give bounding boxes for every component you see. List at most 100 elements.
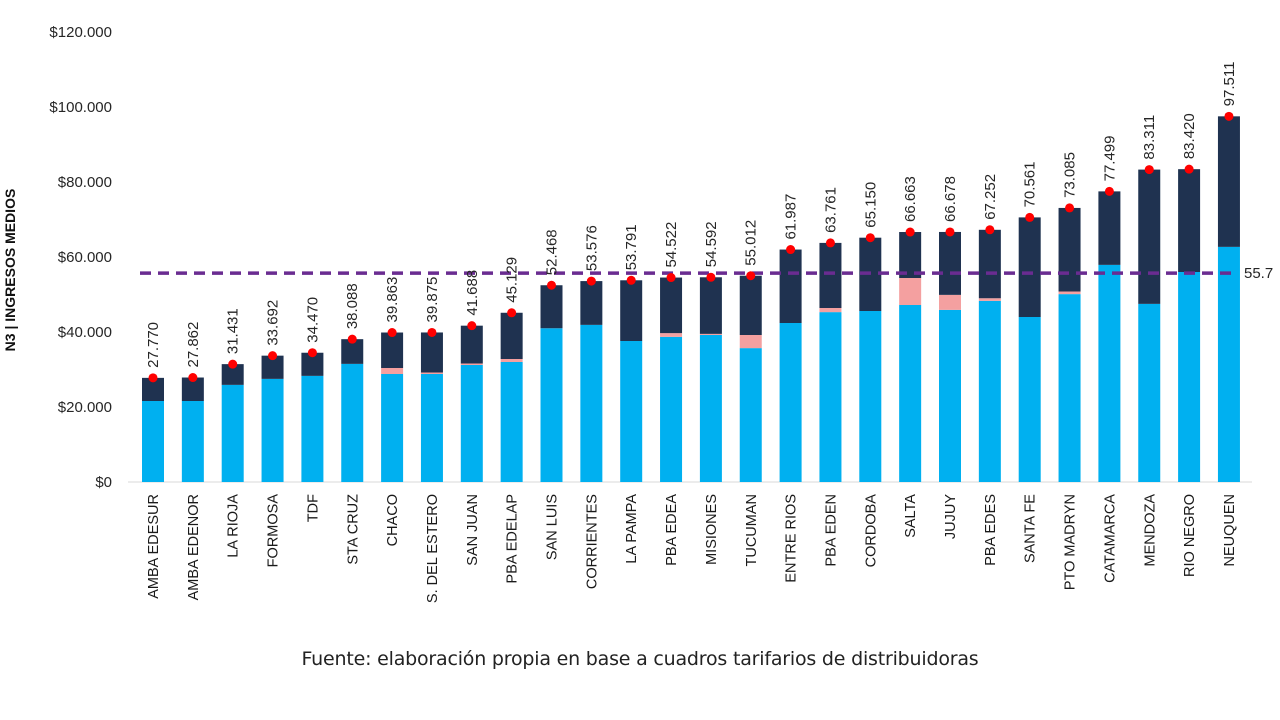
total-data-label: 83.311	[1141, 115, 1158, 160]
category-labels: AMBA EDESUR AMBA EDENOR LA RIOJA FORMOSA TDF…	[146, 494, 1238, 603]
bar-segment-segment-1	[420, 374, 443, 482]
bar-segment-segment-3	[1018, 217, 1041, 317]
reference-line-group: 55.7	[140, 265, 1273, 282]
total-marker	[746, 271, 756, 281]
total-marker	[786, 245, 796, 255]
total-data-label: 41.688	[464, 270, 481, 316]
source-footer: Fuente: elaboración propia en base a cua…	[301, 648, 979, 670]
bar-segment-segment-3	[1098, 191, 1121, 265]
bar-stack	[1018, 217, 1041, 482]
bar-segment-segment-1	[540, 328, 563, 482]
bar-segment-segment-3	[739, 275, 762, 335]
bar-stack	[978, 229, 1001, 482]
bar-segment-segment-1	[301, 375, 324, 482]
bar-segment-segment-1	[221, 384, 244, 482]
bar-segment-segment-1	[341, 363, 364, 482]
category-label: JUJUY	[943, 494, 959, 539]
y-tick-label: $100.000	[49, 99, 112, 116]
y-tick-label: $0	[95, 474, 112, 491]
bar-segment-segment-2	[939, 294, 961, 310]
bar-segment-segment-3	[699, 277, 722, 334]
bar-segment-segment-3	[1138, 169, 1161, 304]
y-tick-label: $20.000	[58, 399, 112, 416]
bar-segment-segment-3	[660, 277, 683, 334]
bar-segment-segment-1	[1217, 246, 1240, 482]
total-data-label: 73.085	[1062, 152, 1079, 198]
bar-segment-segment-3	[1178, 169, 1201, 272]
total-marker	[188, 373, 198, 383]
total-data-label: 54.522	[663, 222, 680, 268]
total-data-label: 38.088	[344, 283, 361, 329]
category-label: SAN LUIS	[545, 494, 561, 560]
total-marker	[945, 227, 955, 237]
total-data-label: 55.012	[743, 220, 760, 266]
bar-stack	[420, 332, 443, 482]
category-label: AMBA EDENOR	[186, 494, 202, 600]
bar-stack	[261, 355, 284, 482]
total-markers	[148, 111, 1234, 383]
category-label: MENDOZA	[1142, 494, 1158, 567]
total-marker	[985, 225, 995, 235]
total-marker	[507, 308, 517, 318]
total-data-label: 63.761	[822, 187, 839, 233]
category-label: PBA EDEA	[664, 494, 680, 566]
bar-segment-segment-1	[699, 335, 722, 482]
total-marker	[547, 280, 556, 290]
bar-segment-segment-3	[620, 280, 643, 341]
total-marker	[626, 275, 636, 285]
total-data-label: 33.692	[265, 300, 282, 346]
total-data-label: 39.875	[424, 277, 441, 323]
bar-segment-segment-2	[420, 372, 443, 374]
total-data-label: 53.576	[583, 225, 600, 271]
bar-segment-segment-3	[460, 325, 483, 364]
category-label: TDF	[305, 494, 321, 522]
total-marker	[586, 276, 596, 286]
bar-segment-segment-3	[1058, 207, 1081, 292]
category-label: PBA EDEN	[823, 494, 839, 567]
bar-stack	[1138, 169, 1161, 482]
reference-line-label: 55.7	[1244, 265, 1273, 282]
bar-stack	[699, 277, 722, 482]
total-data-label: 53.791	[623, 224, 640, 270]
bar-stack	[899, 232, 922, 482]
bar-segment-segment-1	[620, 341, 643, 482]
bar-segment-segment-3	[500, 312, 523, 359]
bar-segment-segment-1	[261, 378, 284, 482]
bar-segment-segment-1	[1058, 294, 1081, 482]
total-marker	[268, 351, 278, 361]
bar-segment-segment-1	[779, 323, 802, 482]
bar-segment-segment-1	[181, 401, 204, 482]
category-label: CORRIENTES	[584, 494, 600, 589]
total-data-label: 34.470	[304, 297, 321, 343]
bar-segment-segment-3	[221, 364, 244, 385]
bar-segment-segment-1	[939, 309, 961, 482]
bar-stack	[819, 242, 842, 482]
total-marker	[666, 273, 676, 283]
bar-stack	[181, 377, 204, 482]
bar-segment-segment-1	[500, 362, 523, 482]
bar-stack	[460, 325, 483, 482]
bar-segment-segment-3	[301, 352, 324, 376]
total-data-label: 66.663	[902, 176, 919, 222]
category-label: PBA EDELAP	[505, 494, 521, 583]
bar-segment-segment-3	[261, 355, 284, 379]
bar-stack	[739, 275, 762, 482]
bar-stack	[142, 377, 164, 482]
category-label: PTO MADRYN	[1063, 494, 1079, 590]
y-tick-label: $60.000	[58, 249, 112, 266]
bar-segment-segment-3	[939, 231, 961, 295]
total-data-label: 97.511	[1221, 62, 1238, 107]
category-label: SALTA	[903, 494, 919, 538]
y-axis-title: N3 | INGRESOS MEDIOS	[2, 189, 18, 352]
bar-segment-segment-2	[899, 278, 922, 305]
bar-segment-segment-2	[660, 333, 683, 337]
y-tick-label: $120.000	[49, 24, 112, 41]
bar-segment-segment-1	[1178, 272, 1201, 482]
bar-stack	[500, 312, 523, 482]
bar-segment-segment-1	[978, 300, 1001, 482]
total-data-label: 54.592	[703, 221, 720, 267]
bar-segment-segment-1	[1138, 303, 1161, 482]
category-label: S. DEL ESTERO	[425, 494, 441, 603]
bar-segment-segment-3	[181, 377, 204, 401]
